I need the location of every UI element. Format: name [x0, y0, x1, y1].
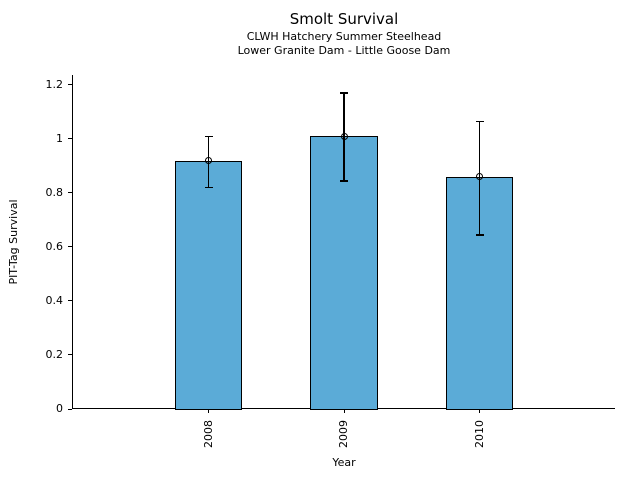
y-tick-label: 0 [56, 402, 63, 415]
x-tick-label-2010: 2010 [472, 420, 486, 448]
y-tick [68, 192, 72, 194]
x-tick-label-2008: 2008 [201, 420, 215, 448]
mean-marker-2009 [340, 132, 348, 140]
y-tick-label: 1 [56, 131, 63, 145]
x-axis-label: Year [332, 456, 356, 469]
y-tick-label: 0.4 [45, 293, 64, 307]
x-tick [479, 409, 480, 413]
bar-2008 [174, 160, 243, 410]
chart-subtitle-line2: Lower Granite Dam - Little Goose Dam [237, 44, 451, 57]
x-tick-label-2009: 2009 [337, 420, 350, 448]
y-tick-label: 0.6 [45, 239, 64, 253]
x-tick [208, 409, 209, 413]
y-tick-label: 0.8 [45, 185, 64, 199]
y-axis-label: PIT-Tag Survival [7, 199, 20, 285]
y-tick [68, 246, 72, 248]
error-cap-upper [475, 120, 484, 123]
chart-subtitle-line1: CLWH Hatchery Summer Steelhead [246, 30, 442, 43]
bar-2009 [310, 136, 378, 410]
y-tick-label: 1.2 [45, 77, 64, 91]
y-tick [68, 408, 72, 410]
y-tick [68, 138, 72, 140]
x-tick [343, 409, 345, 413]
error-cap-lower [475, 234, 484, 236]
y-tick [68, 354, 72, 356]
error-cap-upper [340, 92, 348, 94]
y-tick-label: 0.2 [45, 347, 64, 361]
error-cap-lower [204, 186, 213, 189]
y-tick [68, 300, 72, 302]
y-axis-spine [72, 75, 73, 409]
error-cap-upper [204, 135, 213, 138]
chart-title: Smolt Survival [289, 10, 399, 28]
mean-marker-2008 [205, 157, 212, 165]
error-cap-lower [340, 180, 348, 182]
y-tick [68, 84, 72, 86]
mean-marker-2010 [476, 173, 483, 181]
